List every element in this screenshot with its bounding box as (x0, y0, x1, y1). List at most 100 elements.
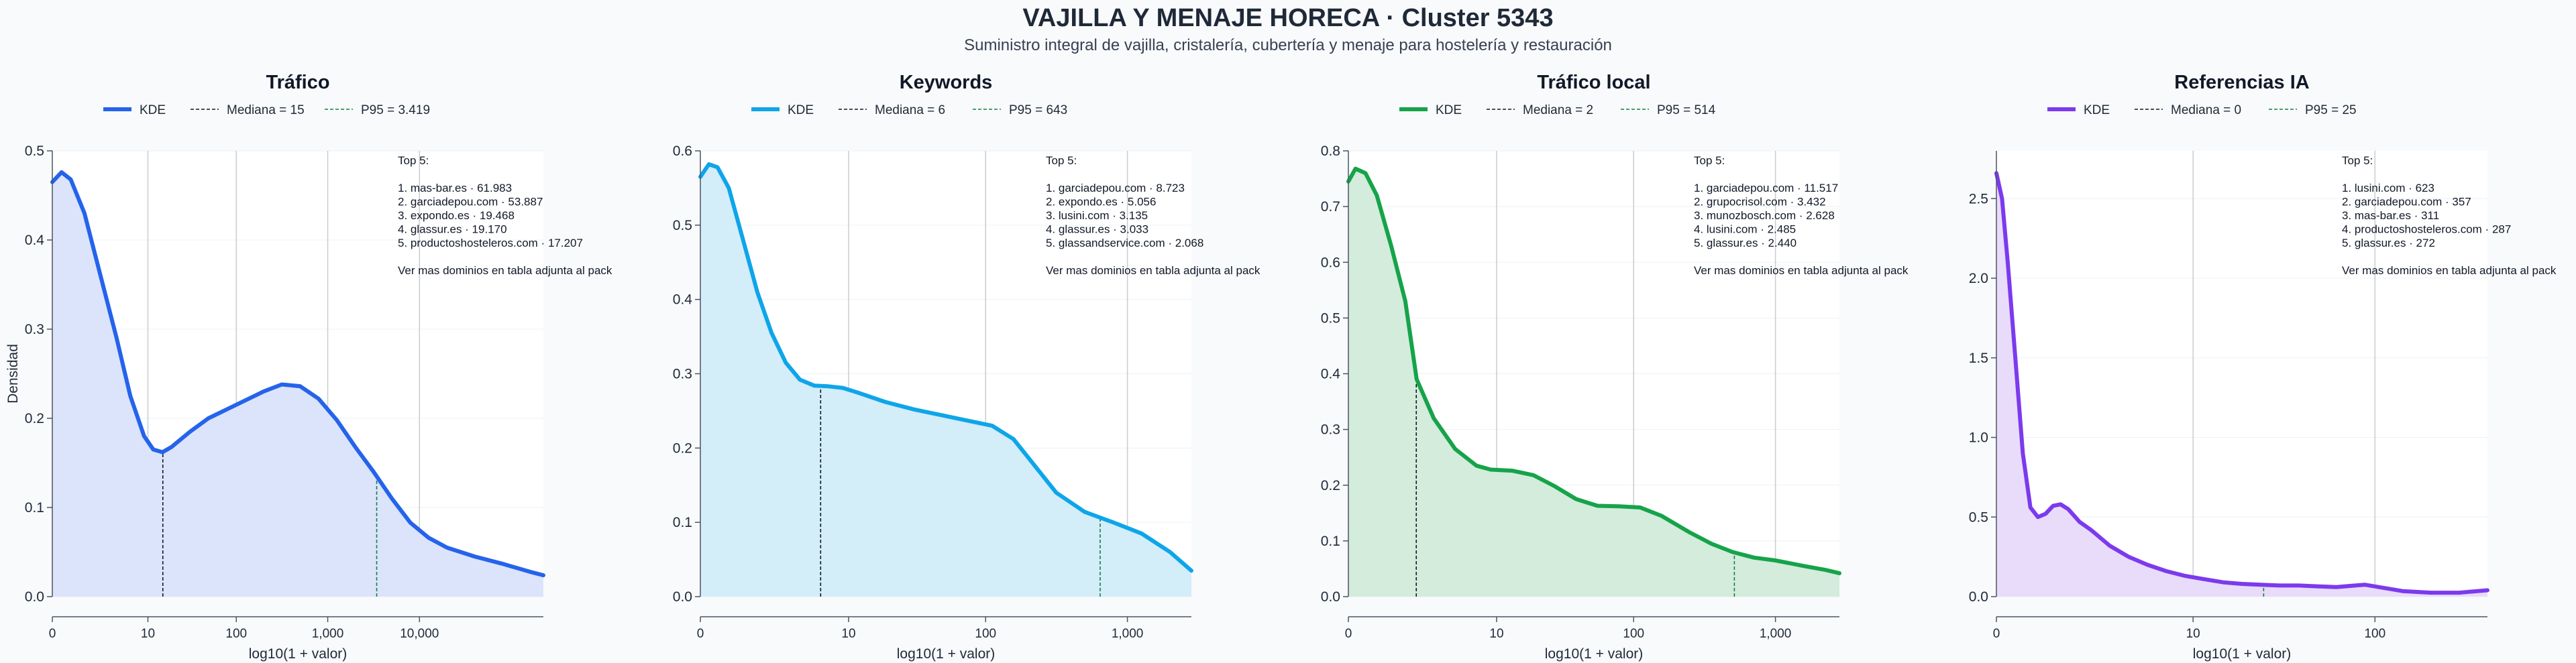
panel-title: Keywords (900, 72, 993, 93)
kde-area (52, 172, 543, 597)
x-axis-label: log10(1 + valor) (2193, 646, 2292, 662)
panel-title: Tráfico local (1537, 72, 1650, 93)
y-tick-label: 0.0 (673, 589, 692, 605)
top5-annotation-line: 2. garciadepou.com · 357 (2342, 196, 2471, 208)
x-tick-label: 0 (49, 627, 56, 641)
x-tick-label: 100 (1623, 627, 1644, 641)
page-title: VAJILLA Y MENAJE HORECA · Cluster 5343 (1022, 4, 1554, 32)
y-tick-label: 0.2 (673, 440, 692, 456)
x-axis-label: log10(1 + valor) (249, 646, 347, 662)
x-tick-label: 1,000 (1112, 627, 1144, 641)
y-tick-label: 0.5 (673, 218, 692, 233)
chart-panel-2: 0.0 0.1 0.2 0.3 0.4 0.5 0.6 0 10 100 1,000 log10(1 … (673, 72, 1260, 662)
x-tick-label: 10 (141, 627, 155, 641)
x-tick-label: 100 (2364, 627, 2385, 641)
top5-annotation-line: 2. grupocrisol.com · 3.432 (1694, 196, 1826, 208)
y-tick-label: 1.0 (1969, 430, 1988, 446)
y-tick-label: 0.1 (673, 515, 692, 530)
top5-annotation-line: 4. lusini.com · 2.485 (1694, 223, 1796, 236)
y-tick-label: 2.0 (1969, 271, 1988, 286)
top5-annotation-line: Top 5: (1694, 154, 1725, 167)
legend-kde-label: KDE (2084, 103, 2110, 117)
top5-annotation-line: 3. lusini.com · 3.135 (1046, 209, 1148, 222)
x-axis-label: log10(1 + valor) (1545, 646, 1644, 662)
y-tick-label: 1.5 (1969, 351, 1988, 366)
y-tick-label: 0.5 (25, 143, 44, 159)
y-tick-label: 2.5 (1969, 191, 1988, 206)
x-tick-label: 0 (697, 627, 704, 641)
y-tick-label: 0.3 (673, 367, 692, 382)
y-tick-label: 0.1 (25, 500, 44, 516)
top5-annotation-line: 5. glassur.es · 2.440 (1694, 237, 1796, 249)
x-tick-label: 0 (1345, 627, 1352, 641)
chart-panel-4: 0.0 0.5 1.0 1.5 2.0 2.5 0 10 100 log10(1 + valor)… (1969, 72, 2557, 662)
x-tick-label: 1,000 (1760, 627, 1792, 641)
top5-annotation-line: Ver mas dominios en tabla adjunta al pac… (1046, 264, 1260, 277)
top5-annotation-line: 1. lusini.com · 623 (2342, 182, 2434, 194)
legend-p95-label: P95 = 3.419 (361, 103, 430, 117)
chart-panel-1: 0.0 0.1 0.2 0.3 0.4 0.5 0 10 100 1,000 10,000 log10… (5, 72, 612, 662)
y-tick-label: 0.3 (1321, 422, 1340, 438)
x-tick-label: 10 (2186, 627, 2200, 641)
kde-curve (50, 170, 545, 578)
y-tick-label: 0.2 (25, 411, 44, 426)
x-tick-label: 1,000 (312, 627, 344, 641)
top5-annotation-line: 4. glassur.es · 19.170 (398, 223, 507, 236)
legend-median-label: Mediana = 0 (2171, 103, 2241, 117)
y-tick-label: 0.8 (1321, 143, 1340, 159)
legend-median-label: Mediana = 6 (875, 103, 945, 117)
x-tick-label: 0 (1993, 627, 2000, 641)
legend-median-label: Mediana = 2 (1523, 103, 1593, 117)
top5-annotation-line: Ver mas dominios en tabla adjunta al pac… (2342, 264, 2557, 277)
kde-area (700, 164, 1191, 597)
y-tick-label: 0.5 (1321, 310, 1340, 326)
top5-annotation-line: 4. glassur.es · 3.033 (1046, 223, 1148, 236)
kde-curve (1346, 166, 1841, 576)
panel-title: Tráfico (266, 72, 329, 93)
kde-curve (698, 162, 1193, 573)
x-tick-label: 100 (225, 627, 247, 641)
top5-annotation-line: 5. glassur.es · 272 (2342, 237, 2435, 249)
y-tick-label: 0.7 (1321, 199, 1340, 215)
top5-annotation-line: 2. expondo.es · 5.056 (1046, 196, 1156, 208)
legend-kde-label: KDE (788, 103, 814, 117)
y-tick-label: 0.0 (1321, 589, 1340, 605)
top5-annotation-line: Ver mas dominios en tabla adjunta al pac… (1694, 264, 1909, 277)
legend-kde-label: KDE (140, 103, 166, 117)
top5-annotation-line: 3. munozbosch.com · 2.628 (1694, 209, 1835, 222)
top5-annotation-line: 1. mas-bar.es · 61.983 (398, 182, 512, 194)
top5-annotation-line: 5. glassandservice.com · 2.068 (1046, 237, 1203, 249)
y-tick-label: 0.6 (1321, 255, 1340, 270)
top5-annotation-line: Top 5: (398, 154, 429, 167)
y-tick-label: 0.4 (1321, 367, 1341, 382)
kde-curve (1994, 171, 2489, 595)
top5-annotation-line: 1. garciadepou.com · 11.517 (1694, 182, 1838, 194)
top5-annotation-line: Ver mas dominios en tabla adjunta al pac… (398, 264, 612, 277)
y-tick-label: 0.3 (25, 322, 44, 337)
y-axis-label: Densidad (5, 344, 21, 404)
legend-kde-label: KDE (1436, 103, 1462, 117)
top5-annotation-line: 3. expondo.es · 19.468 (398, 209, 515, 222)
y-tick-label: 0.5 (1969, 509, 1988, 525)
x-tick-label: 100 (975, 627, 996, 641)
top5-annotation-line: 4. productoshosteleros.com · 287 (2342, 223, 2511, 236)
top5-annotation-line: 3. mas-bar.es · 311 (2342, 209, 2439, 222)
y-tick-label: 0.1 (1321, 534, 1340, 549)
legend-p95-label: P95 = 643 (1009, 103, 1067, 117)
panel-title: Referencias IA (2174, 72, 2310, 93)
legend-p95-label: P95 = 25 (2305, 103, 2357, 117)
y-tick-label: 0.6 (673, 143, 692, 159)
chart-panel-3: 0.0 0.1 0.2 0.3 0.4 0.5 0.6 0.7 0.8 0 10 100 1,000 lo… (1321, 72, 1909, 662)
x-tick-label: 10 (841, 627, 855, 641)
page-subtitle: Suministro integral de vajilla, cristale… (964, 36, 1612, 54)
top5-annotation-line: 5. productoshosteleros.com · 17.207 (398, 237, 583, 249)
y-tick-label: 0.0 (25, 589, 44, 605)
top5-annotation-line: Top 5: (1046, 154, 1077, 167)
top5-annotation-line: 1. garciadepou.com · 8.723 (1046, 182, 1185, 194)
x-tick-label: 10 (1489, 627, 1503, 641)
x-tick-label: 10,000 (400, 627, 439, 641)
y-tick-label: 0.4 (673, 292, 693, 308)
top5-annotation-line: 2. garciadepou.com · 53.887 (398, 196, 543, 208)
